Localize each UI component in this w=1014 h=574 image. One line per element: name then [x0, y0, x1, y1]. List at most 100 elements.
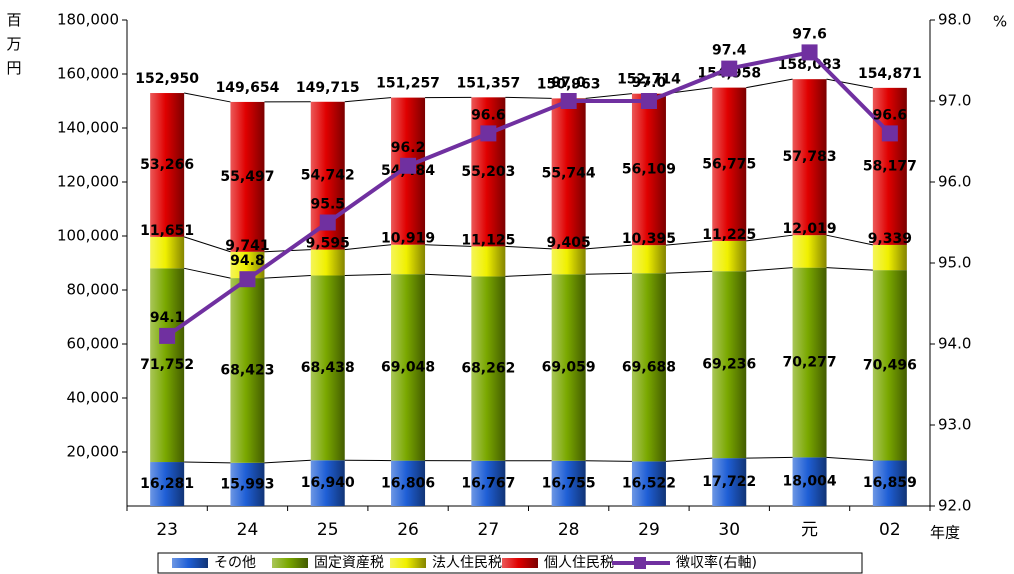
value-label: 11,651	[140, 223, 194, 239]
bar	[712, 271, 747, 459]
bar	[471, 97, 506, 247]
bar	[230, 278, 265, 463]
value-label: 58,177	[863, 158, 917, 174]
line-marker	[881, 125, 898, 142]
bar	[150, 268, 185, 463]
total-label: 150,963	[537, 76, 601, 92]
y2-tick-label: 94.0	[938, 335, 971, 353]
bar	[391, 460, 426, 506]
legend-swatch	[172, 558, 208, 568]
value-label: 69,688	[622, 359, 676, 375]
series-line	[585, 93, 633, 99]
value-label: 10,919	[381, 231, 435, 247]
value-label: 16,755	[542, 475, 596, 491]
y2-tick-label: 97.0	[938, 92, 971, 110]
bar	[150, 462, 185, 506]
legend-label: 個人住民税	[544, 555, 614, 571]
legend-label: その他	[214, 555, 256, 571]
bar	[551, 248, 586, 275]
series-line	[585, 244, 632, 250]
series-line	[746, 78, 793, 89]
bar	[391, 244, 426, 275]
legend-label: 徴収率(右軸)	[676, 554, 757, 571]
bar	[712, 458, 747, 506]
value-label: 71,752	[140, 357, 194, 373]
value-label: 69,059	[542, 360, 596, 376]
value-label: 57,783	[783, 149, 837, 165]
line-marker	[640, 93, 657, 109]
series-line	[344, 244, 392, 251]
bar	[150, 236, 185, 269]
bar	[631, 245, 666, 274]
x-tick-label: 25	[317, 520, 339, 540]
x-tick-label: 30	[718, 520, 740, 540]
x-tick-label: 元	[801, 520, 818, 540]
y-tick-label: 120,000	[57, 173, 119, 191]
value-label: 68,262	[461, 361, 515, 377]
bar	[310, 275, 345, 461]
series-line	[746, 456, 793, 459]
series-line	[585, 460, 632, 462]
value-label: 55,497	[220, 169, 274, 185]
bar	[792, 457, 827, 506]
bar	[712, 240, 747, 272]
value-label: 53,266	[140, 157, 194, 173]
series-line	[746, 267, 793, 272]
series-line	[665, 457, 713, 462]
x-tick-label: 29	[638, 520, 660, 540]
bar	[872, 244, 907, 271]
line-marker	[480, 125, 497, 142]
value-label: 56,109	[622, 161, 676, 177]
value-label: 15,993	[220, 476, 274, 492]
line-label: 97.0	[632, 75, 667, 91]
y-tick-label: 100,000	[57, 227, 119, 245]
line-marker	[801, 44, 818, 61]
series-line	[344, 97, 392, 103]
bar	[872, 270, 907, 461]
total-label: 154,871	[858, 66, 922, 82]
series-line	[184, 461, 231, 464]
value-label: 11,225	[702, 227, 756, 243]
value-label: 16,940	[301, 475, 355, 491]
bar	[872, 460, 907, 506]
x-tick-label: 27	[478, 520, 500, 540]
value-label: 55,744	[542, 166, 596, 182]
value-label: 56,775	[702, 156, 756, 172]
legend-swatch	[272, 558, 308, 568]
legend-swatch	[390, 558, 426, 568]
value-label: 16,806	[381, 475, 435, 491]
bar	[551, 274, 586, 461]
series-line	[505, 96, 552, 99]
bar	[551, 460, 586, 506]
y-tick-label: 80,000	[67, 281, 120, 299]
value-label: 10,395	[622, 231, 676, 247]
series-line	[184, 267, 231, 279]
value-label: 9,405	[547, 235, 591, 251]
value-label: 68,438	[301, 360, 355, 376]
line-label: 94.8	[230, 253, 265, 269]
total-label: 152,714	[617, 72, 681, 88]
x-tick-label: 02	[879, 520, 901, 540]
series-line	[425, 273, 472, 277]
line-label: 96.6	[873, 107, 908, 123]
value-label: 16,859	[863, 475, 917, 491]
total-label: 152,950	[135, 71, 199, 87]
value-label: 9,339	[868, 231, 912, 247]
line-marker	[721, 60, 738, 77]
line-marker	[319, 214, 336, 231]
value-label: 16,767	[461, 475, 515, 491]
value-label: 69,048	[381, 359, 435, 375]
series-line	[826, 267, 873, 271]
legend-label: 法人住民税	[432, 555, 502, 571]
bar	[712, 87, 747, 241]
line-label: 95.5	[310, 197, 345, 213]
bar	[872, 87, 907, 245]
x-tick-label: 23	[156, 520, 178, 540]
y-tick-label: 20,000	[67, 443, 120, 461]
y2-tick-label: 96.0	[938, 173, 971, 191]
value-label: 70,496	[863, 357, 917, 373]
y2-tick-label: 93.0	[938, 416, 971, 434]
value-label: 16,522	[622, 476, 676, 492]
bar	[391, 274, 426, 461]
